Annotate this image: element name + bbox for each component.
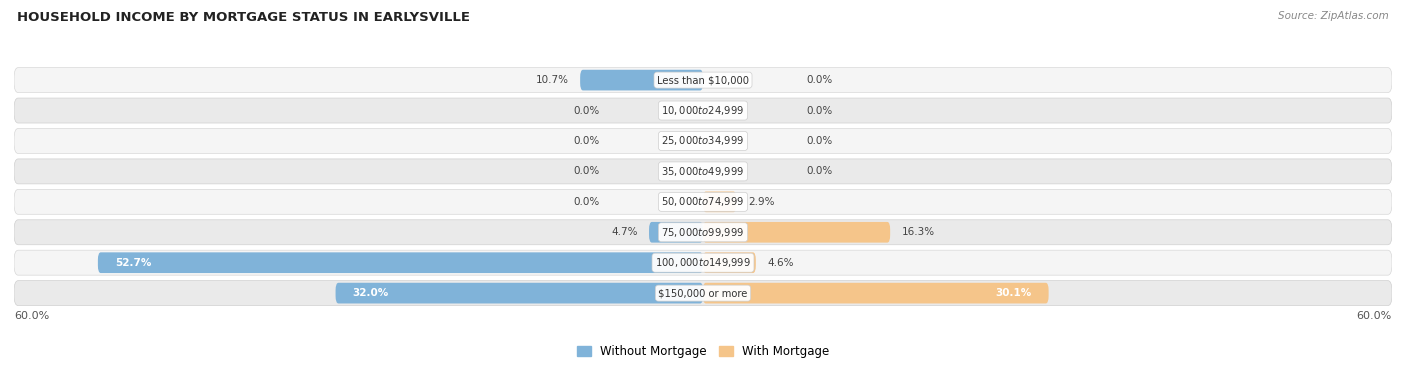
Text: 0.0%: 0.0% [574, 197, 599, 207]
Text: 30.1%: 30.1% [995, 288, 1032, 298]
Text: $75,000 to $99,999: $75,000 to $99,999 [661, 226, 745, 239]
FancyBboxPatch shape [650, 222, 703, 243]
Text: Less than $10,000: Less than $10,000 [657, 75, 749, 85]
Text: 0.0%: 0.0% [574, 166, 599, 176]
Text: 4.7%: 4.7% [612, 227, 637, 237]
FancyBboxPatch shape [14, 280, 1392, 306]
Text: 0.0%: 0.0% [807, 75, 832, 85]
Text: $100,000 to $149,999: $100,000 to $149,999 [655, 256, 751, 269]
FancyBboxPatch shape [14, 98, 1392, 123]
Text: Source: ZipAtlas.com: Source: ZipAtlas.com [1278, 11, 1389, 21]
Text: 0.0%: 0.0% [807, 106, 832, 115]
Legend: Without Mortgage, With Mortgage: Without Mortgage, With Mortgage [572, 340, 834, 363]
FancyBboxPatch shape [14, 250, 1392, 275]
FancyBboxPatch shape [703, 192, 737, 212]
Text: 0.0%: 0.0% [574, 136, 599, 146]
FancyBboxPatch shape [98, 252, 703, 273]
FancyBboxPatch shape [14, 67, 1392, 93]
Text: HOUSEHOLD INCOME BY MORTGAGE STATUS IN EARLYSVILLE: HOUSEHOLD INCOME BY MORTGAGE STATUS IN E… [17, 11, 470, 24]
Text: $10,000 to $24,999: $10,000 to $24,999 [661, 104, 745, 117]
Text: $150,000 or more: $150,000 or more [658, 288, 748, 298]
Text: 60.0%: 60.0% [14, 311, 49, 321]
Text: $35,000 to $49,999: $35,000 to $49,999 [661, 165, 745, 178]
Text: 32.0%: 32.0% [353, 288, 389, 298]
FancyBboxPatch shape [14, 129, 1392, 153]
FancyBboxPatch shape [703, 283, 1049, 303]
FancyBboxPatch shape [336, 283, 703, 303]
Text: $50,000 to $74,999: $50,000 to $74,999 [661, 195, 745, 208]
FancyBboxPatch shape [703, 222, 890, 243]
Text: 0.0%: 0.0% [807, 166, 832, 176]
Text: 60.0%: 60.0% [1357, 311, 1392, 321]
Text: 2.9%: 2.9% [748, 197, 775, 207]
Text: 0.0%: 0.0% [807, 136, 832, 146]
FancyBboxPatch shape [703, 252, 756, 273]
Text: 52.7%: 52.7% [115, 258, 152, 268]
Text: 4.6%: 4.6% [768, 258, 794, 268]
FancyBboxPatch shape [581, 70, 703, 90]
Text: 0.0%: 0.0% [574, 106, 599, 115]
FancyBboxPatch shape [14, 220, 1392, 245]
FancyBboxPatch shape [14, 159, 1392, 184]
FancyBboxPatch shape [14, 189, 1392, 214]
Text: 16.3%: 16.3% [901, 227, 935, 237]
Text: 10.7%: 10.7% [536, 75, 568, 85]
Text: $25,000 to $34,999: $25,000 to $34,999 [661, 135, 745, 147]
